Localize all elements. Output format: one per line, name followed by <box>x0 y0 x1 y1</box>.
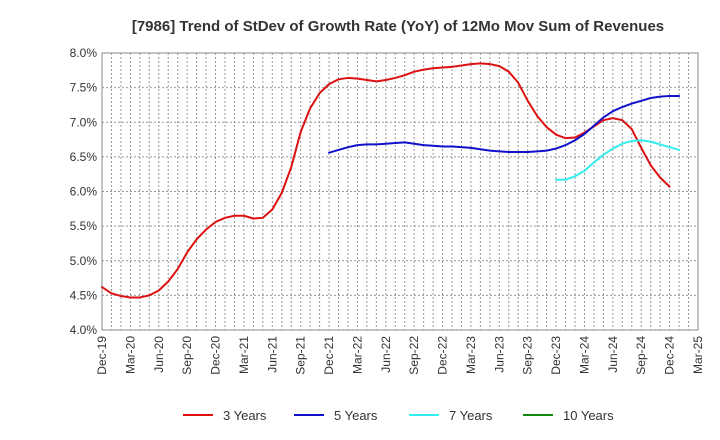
x-tick-label: Mar-24 <box>577 336 591 374</box>
y-axis: 8.0% 7.5% 7.0% 6.5% 6.0% 5.5% 5.0% 4.5% 4.0% <box>70 46 98 337</box>
x-tick-label: Dec-21 <box>322 336 336 375</box>
y-tick-label: 7.0% <box>70 115 98 129</box>
x-tick-label: Dec-19 <box>95 336 109 375</box>
x-tick-label: Mar-20 <box>123 336 137 374</box>
x-tick-label: Sep-23 <box>521 336 535 375</box>
y-tick-label: 6.0% <box>70 185 98 199</box>
x-tick-label: Sep-22 <box>407 336 421 375</box>
y-tick-label: 4.0% <box>70 323 98 337</box>
series-line-5-years <box>328 94 681 154</box>
y-tick-label: 6.5% <box>70 150 98 164</box>
x-tick-label: Jun-23 <box>492 336 506 373</box>
x-tick-label: Dec-23 <box>549 336 563 375</box>
plot-frame <box>101 52 699 331</box>
x-tick-label: Jun-21 <box>265 336 279 373</box>
y-tick-label: 5.5% <box>70 219 98 233</box>
x-tick-label: Jun-22 <box>379 336 393 373</box>
x-tick-label: Sep-24 <box>634 336 648 375</box>
x-tick-label: Jun-20 <box>152 336 166 373</box>
x-axis: Dec-19 Mar-20 Jun-20 Sep-20 Dec-20 Mar-21 Jun-… <box>95 336 705 375</box>
series-line-7-years <box>555 139 681 181</box>
chart-title: [7986] Trend of StDev of Growth Rate (Yo… <box>132 18 664 35</box>
legend-label: 5 Years <box>334 408 378 423</box>
legend-label: 3 Years <box>223 408 267 423</box>
x-tick-label: Sep-21 <box>294 336 308 375</box>
y-tick-label: 7.5% <box>70 81 98 95</box>
y-tick-label: 8.0% <box>70 46 98 60</box>
legend: 3 Years 5 Years 7 Years 10 Years <box>183 408 614 423</box>
legend-label: 7 Years <box>449 408 493 423</box>
grid <box>102 52 698 331</box>
y-tick-label: 4.5% <box>70 288 98 302</box>
x-tick-label: Jun-24 <box>606 336 620 373</box>
series-line-3-years <box>101 62 671 299</box>
x-tick-label: Mar-22 <box>350 336 364 374</box>
y-tick-label: 5.0% <box>70 254 98 268</box>
x-tick-label: Mar-25 <box>691 336 705 374</box>
legend-label: 10 Years <box>563 408 614 423</box>
series-lines <box>101 62 681 299</box>
x-tick-label: Sep-20 <box>180 336 194 375</box>
x-tick-label: Mar-23 <box>464 336 478 374</box>
x-tick-label: Dec-22 <box>436 336 450 375</box>
x-tick-label: Dec-20 <box>209 336 223 375</box>
x-tick-label: Mar-21 <box>237 336 251 374</box>
x-tick-label: Dec-24 <box>663 336 677 375</box>
